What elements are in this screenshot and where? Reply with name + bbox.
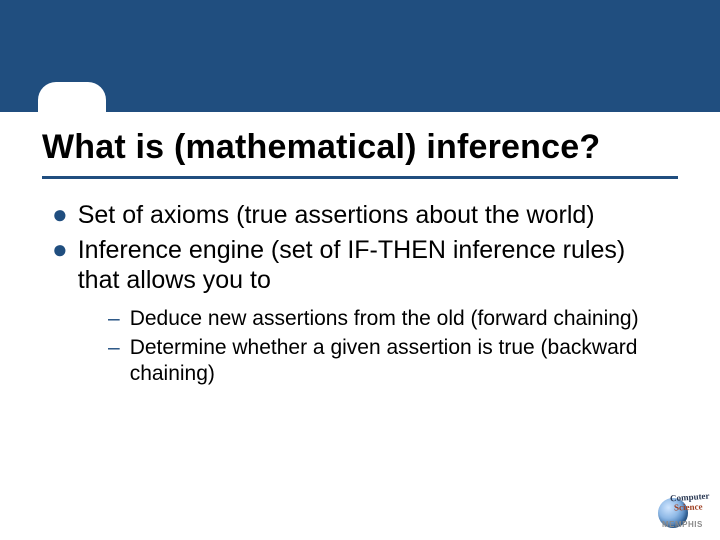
list-item: – Determine whether a given assertion is… xyxy=(108,335,672,386)
logo-text-line3: MEMPHIS xyxy=(662,520,703,529)
header-notch xyxy=(38,82,106,122)
list-item-text: Deduce new assertions from the old (forw… xyxy=(130,306,672,332)
list-item: ● Set of axioms (true assertions about t… xyxy=(52,200,672,231)
list-item-text: Inference engine (set of IF-THEN inferen… xyxy=(78,235,672,296)
bullet-icon: ● xyxy=(52,235,68,296)
title-underline xyxy=(42,176,678,179)
header-band xyxy=(0,0,720,112)
dash-icon: – xyxy=(108,306,120,332)
slide-title: What is (mathematical) inference? xyxy=(42,128,600,167)
footer-logo: Computer Science MEMPHIS xyxy=(652,490,710,532)
list-item: – Deduce new assertions from the old (fo… xyxy=(108,306,672,332)
dash-icon: – xyxy=(108,335,120,386)
list-item: ● Inference engine (set of IF-THEN infer… xyxy=(52,235,672,296)
bullet-icon: ● xyxy=(52,200,68,231)
list-item-text: Set of axioms (true assertions about the… xyxy=(78,200,672,231)
sub-list: – Deduce new assertions from the old (fo… xyxy=(108,306,672,387)
logo-text-line2: Science xyxy=(674,502,703,513)
slide-body: ● Set of axioms (true assertions about t… xyxy=(52,200,672,390)
list-item-text: Determine whether a given assertion is t… xyxy=(130,335,672,386)
